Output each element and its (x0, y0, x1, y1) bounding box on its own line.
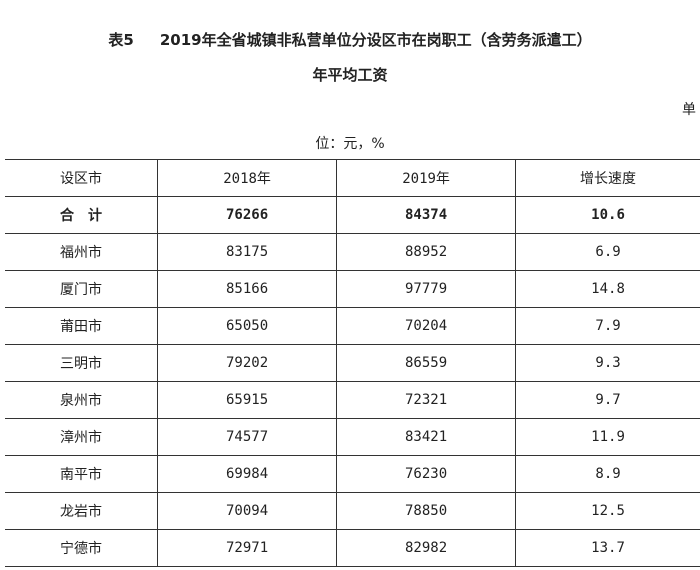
growth-cell: 11.9 (515, 418, 700, 456)
table-row: 龙岩市 70094 78850 12.5 (5, 492, 700, 530)
header-city: 设区市 (5, 159, 158, 197)
header-row: 设区市 2018年 2019年 增长速度 (5, 159, 700, 197)
city-cell: 龙岩市 (5, 492, 158, 530)
header-2019: 2019年 (336, 159, 516, 197)
city-cell: 厦门市 (5, 270, 158, 308)
value-2018-cell: 72971 (157, 529, 337, 567)
header-growth: 增长速度 (515, 159, 700, 197)
city-cell: 福州市 (5, 233, 158, 271)
value-2019-cell: 78850 (336, 492, 516, 530)
value-2018-cell: 65050 (157, 307, 337, 345)
city-cell: 南平市 (5, 455, 158, 493)
header-2018: 2018年 (157, 159, 337, 197)
total-growth: 10.6 (515, 196, 700, 234)
table-row: 莆田市 65050 70204 7.9 (5, 307, 700, 345)
total-2018: 76266 (157, 196, 337, 234)
value-2018-cell: 79202 (157, 344, 337, 382)
value-2018-cell: 65915 (157, 381, 337, 419)
total-label: 合 计 (5, 196, 158, 234)
city-cell: 莆田市 (5, 307, 158, 345)
growth-cell: 13.7 (515, 529, 700, 567)
table-title: 表5 2019年全省城镇非私营单位分设区市在岗职工（含劳务派遣工） (0, 29, 700, 50)
growth-cell: 6.9 (515, 233, 700, 271)
value-2019-cell: 83421 (336, 418, 516, 456)
value-2019-cell: 82982 (336, 529, 516, 567)
city-cell: 漳州市 (5, 418, 158, 456)
unit-label-part1: 单 (682, 102, 696, 118)
city-cell: 三明市 (5, 344, 158, 382)
growth-cell: 9.3 (515, 344, 700, 382)
value-2018-cell: 74577 (157, 418, 337, 456)
value-2019-cell: 88952 (336, 233, 516, 271)
growth-cell: 14.8 (515, 270, 700, 308)
growth-cell: 8.9 (515, 455, 700, 493)
value-2019-cell: 72321 (336, 381, 516, 419)
wage-table: 设区市 2018年 2019年 增长速度 合 计 76266 84374 10.… (5, 159, 700, 567)
value-2018-cell: 69984 (157, 455, 337, 493)
value-2018-cell: 85166 (157, 270, 337, 308)
table-title-text: 2019年全省城镇非私营单位分设区市在岗职工（含劳务派遣工） (159, 31, 592, 49)
city-cell: 宁德市 (5, 529, 158, 567)
growth-cell: 9.7 (515, 381, 700, 419)
table-row: 三明市 79202 86559 9.3 (5, 344, 700, 382)
unit-label-part2: 位：元，% (315, 136, 385, 152)
value-2019-cell: 70204 (336, 307, 516, 345)
total-2019: 84374 (336, 196, 516, 234)
city-cell: 泉州市 (5, 381, 158, 419)
table-row: 南平市 69984 76230 8.9 (5, 455, 700, 493)
table-title-line2: 年平均工资 (312, 66, 388, 84)
table-number: 表5 (108, 31, 134, 49)
value-2019-cell: 97779 (336, 270, 516, 308)
growth-cell: 12.5 (515, 492, 700, 530)
value-2018-cell: 70094 (157, 492, 337, 530)
table-row: 厦门市 85166 97779 14.8 (5, 270, 700, 308)
table-row: 漳州市 74577 83421 11.9 (5, 418, 700, 456)
table-row: 宁德市 72971 82982 13.7 (5, 529, 700, 567)
table-row: 泉州市 65915 72321 9.7 (5, 381, 700, 419)
value-2018-cell: 83175 (157, 233, 337, 271)
total-row: 合 计 76266 84374 10.6 (5, 196, 700, 234)
value-2019-cell: 76230 (336, 455, 516, 493)
table-row: 福州市 83175 88952 6.9 (5, 233, 700, 271)
growth-cell: 7.9 (515, 307, 700, 345)
value-2019-cell: 86559 (336, 344, 516, 382)
